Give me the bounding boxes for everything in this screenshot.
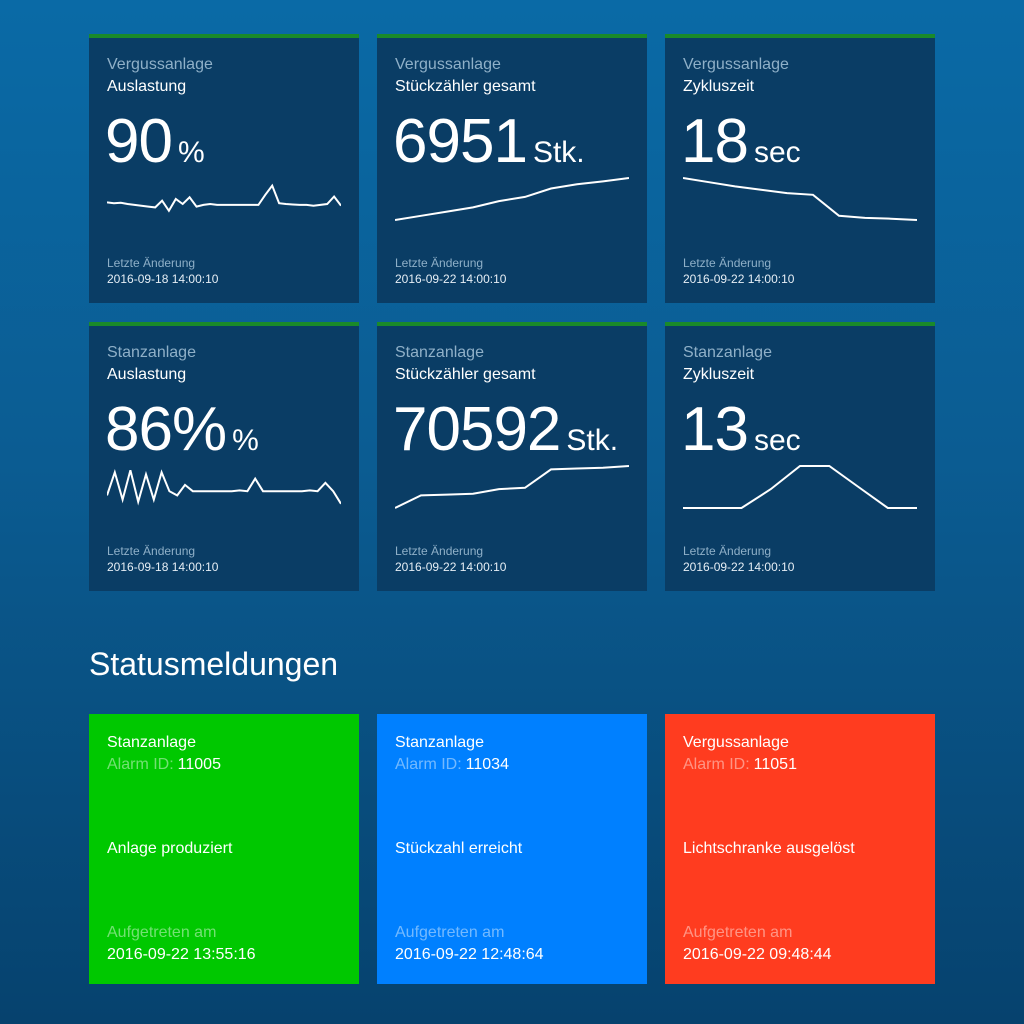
alarm-plant-name: Vergussanlage [683, 734, 789, 751]
alarm-plant-name: Stanzanlage [395, 734, 484, 751]
tile-sparkline [683, 177, 917, 221]
alarm-id-value: 11034 [465, 756, 509, 773]
tile-sparkline [107, 468, 341, 506]
tile-unit: sec [753, 424, 801, 457]
tile-last-changed-label: Letzte Änderung [395, 544, 484, 558]
tile-value-row: 6951 Stk. [393, 106, 585, 177]
tile-last-changed-label: Letzte Änderung [683, 544, 772, 558]
sparkline-path [683, 465, 917, 509]
tile-metric-name: Stückzähler gesamt [395, 78, 536, 95]
tile-metric-name: Auslastung [107, 78, 187, 95]
tile-last-changed-label: Letzte Änderung [107, 544, 196, 558]
tile-last-changed-date: 2016-09-18 14:00:10 [107, 272, 219, 286]
sparkline-path [395, 177, 629, 221]
status-message-card[interactable]: Stanzanlage Alarm ID: 11034 Stückzahl err… [377, 714, 647, 984]
tile-last-changed-label: Letzte Änderung [683, 256, 772, 270]
kpi-tile[interactable]: Vergussanlage Stückzähler gesamt 6951 Stk… [377, 34, 647, 303]
status-message-card[interactable]: Stanzanlage Alarm ID: 11005 Anlage produz… [89, 714, 359, 984]
tile-unit: Stk. [532, 136, 585, 169]
tile-sparkline [107, 183, 341, 213]
sparkline-path [683, 177, 917, 221]
sparkline-path [395, 465, 629, 509]
sparkline-path [107, 183, 341, 213]
alarm-occurred-date: 2016-09-22 13:55:16 [107, 946, 256, 963]
kpi-tile[interactable]: Vergussanlage Auslastung 90% Letzte Ände… [89, 34, 359, 303]
kpi-tile[interactable]: Vergussanlage Zykluszeit 18 sec Letzte Än… [665, 34, 935, 303]
alarm-message: Anlage produziert [107, 840, 233, 857]
tile-unit: % [232, 424, 259, 457]
tile-sparkline [683, 465, 917, 509]
tile-last-changed-date: 2016-09-22 14:00:10 [683, 272, 795, 286]
alarm-message: Stückzahl erreicht [395, 840, 523, 857]
tile-last-changed-date: 2016-09-18 14:00:10 [107, 560, 219, 574]
alarm-id-row: Alarm ID: 11005 [107, 756, 221, 774]
tile-metric-name: Zykluszeit [683, 78, 755, 95]
alarm-occurred-label: Aufgetreten am [107, 924, 217, 941]
alarm-id-label: Alarm ID: [683, 756, 750, 773]
tile-metric-name: Auslastung [107, 366, 187, 383]
tile-metric-name: Stückzähler gesamt [395, 366, 536, 383]
tile-sparkline [395, 465, 629, 509]
alarm-id-label: Alarm ID: [395, 756, 462, 773]
sparkline-path [107, 468, 341, 506]
tile-unit: Stk. [566, 424, 619, 457]
tile-last-changed-date: 2016-09-22 14:00:10 [395, 560, 507, 574]
tile-metric-name: Zykluszeit [683, 366, 755, 383]
tile-value-row: 90% [105, 106, 205, 177]
alarm-occurred-label: Aufgetreten am [395, 924, 505, 941]
tile-plant-name: Stanzanlage [107, 344, 196, 361]
tile-value: 86% [105, 395, 227, 464]
alarm-occurred-date: 2016-09-22 09:48:44 [683, 946, 832, 963]
alarm-occurred-label: Aufgetreten am [683, 924, 793, 941]
status-messages-heading: Statusmeldungen [89, 646, 339, 682]
tile-value-row: 86%% [105, 394, 259, 465]
alarm-id-row: Alarm ID: 11051 [683, 756, 797, 774]
tile-last-changed-date: 2016-09-22 14:00:10 [683, 560, 795, 574]
tile-plant-name: Vergussanlage [683, 56, 789, 73]
tile-value: 6951 [393, 107, 528, 176]
tile-plant-name: Vergussanlage [395, 56, 501, 73]
tile-unit: sec [753, 136, 801, 169]
alarm-plant-name: Stanzanlage [107, 734, 196, 751]
tile-value: 70592 [393, 395, 561, 464]
kpi-tile[interactable]: Stanzanlage Auslastung 86%% Letzte Änder… [89, 322, 359, 591]
kpi-tile[interactable]: Stanzanlage Zykluszeit 13 sec Letzte Ände… [665, 322, 935, 591]
alarm-message: Lichtschranke ausgelöst [683, 840, 855, 857]
tile-plant-name: Stanzanlage [395, 344, 484, 361]
tile-value: 18 [681, 107, 749, 176]
tile-value: 90 [105, 107, 173, 176]
tile-unit: % [177, 136, 205, 169]
alarm-id-label: Alarm ID: [107, 756, 174, 773]
alarm-occurred-date: 2016-09-22 12:48:64 [395, 946, 544, 963]
kpi-tile[interactable]: Stanzanlage Stückzähler gesamt 70592 Stk.… [377, 322, 647, 591]
tile-value-row: 18 sec [681, 106, 801, 177]
alarm-id-row: Alarm ID: 11034 [395, 756, 509, 774]
tile-sparkline [395, 177, 629, 221]
tile-value-row: 70592 Stk. [393, 394, 618, 465]
tile-plant-name: Vergussanlage [107, 56, 213, 73]
alarm-id-value: 11005 [177, 756, 221, 773]
alarm-id-value: 11051 [753, 756, 797, 773]
tile-last-changed-date: 2016-09-22 14:00:10 [395, 272, 507, 286]
tile-value: 13 [681, 395, 749, 464]
status-message-card[interactable]: Vergussanlage Alarm ID: 11051 Lichtschran… [665, 714, 935, 984]
tile-last-changed-label: Letzte Änderung [395, 256, 484, 270]
tile-last-changed-label: Letzte Änderung [107, 256, 196, 270]
tile-value-row: 13 sec [681, 394, 801, 465]
tile-plant-name: Stanzanlage [683, 344, 772, 361]
